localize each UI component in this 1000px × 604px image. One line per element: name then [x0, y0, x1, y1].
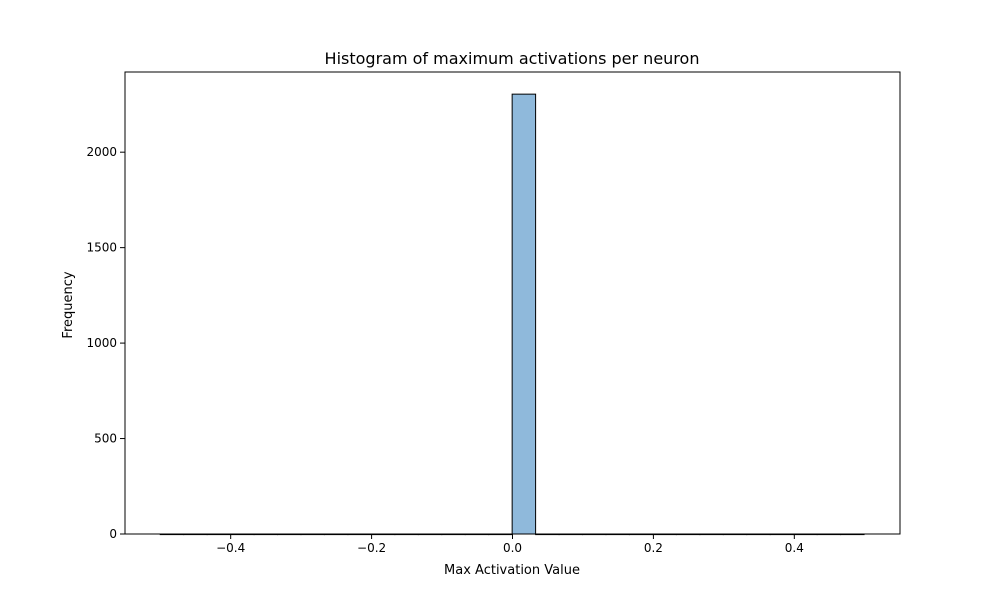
y-tick-label: 1000: [86, 336, 117, 350]
x-tick-label: 0.0: [503, 541, 522, 555]
x-tick-label: −0.4: [216, 541, 245, 555]
x-tick-label: −0.2: [357, 541, 386, 555]
x-axis-label: Max Activation Value: [444, 563, 580, 578]
y-axis-ticks: 0 500 1000 1500 2000: [86, 145, 125, 541]
x-axis-ticks: −0.4 −0.2 0.0 0.2 0.4: [216, 534, 804, 555]
y-tick-label: 2000: [86, 145, 117, 159]
bars-group: [159, 93, 865, 536]
x-tick-label: 0.2: [644, 541, 663, 555]
y-tick-label: 0: [109, 527, 117, 541]
y-tick-label: 1500: [86, 241, 117, 255]
histogram-bar: [511, 93, 537, 535]
y-tick-label: 500: [94, 432, 117, 446]
x-tick-label: 0.4: [785, 541, 804, 555]
chart-title: Histogram of maximum activations per neu…: [325, 49, 700, 68]
y-axis-label: Frequency: [61, 271, 76, 338]
